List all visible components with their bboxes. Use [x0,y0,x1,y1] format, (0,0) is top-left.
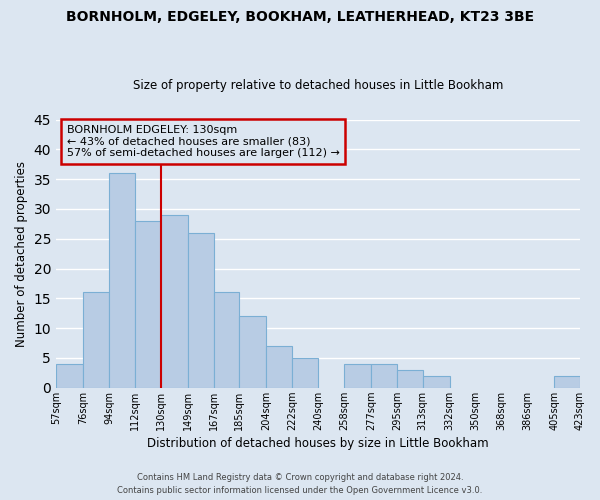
Text: Contains HM Land Registry data © Crown copyright and database right 2024.
Contai: Contains HM Land Registry data © Crown c… [118,474,482,495]
Bar [422,376,450,388]
Bar [109,173,135,388]
Bar [188,233,214,388]
Bar [214,292,239,388]
Bar [135,221,161,388]
Bar [56,364,83,388]
Bar [83,292,109,388]
Bar [554,376,580,388]
Bar [292,358,318,388]
Text: BORNHOLM, EDGELEY, BOOKHAM, LEATHERHEAD, KT23 3BE: BORNHOLM, EDGELEY, BOOKHAM, LEATHERHEAD,… [66,10,534,24]
Bar [161,215,188,388]
Bar [371,364,397,388]
Bar [397,370,422,388]
Y-axis label: Number of detached properties: Number of detached properties [15,160,28,346]
Bar [266,346,292,388]
Bar [344,364,371,388]
Bar [239,316,266,388]
Title: Size of property relative to detached houses in Little Bookham: Size of property relative to detached ho… [133,79,503,92]
X-axis label: Distribution of detached houses by size in Little Bookham: Distribution of detached houses by size … [147,437,489,450]
Text: BORNHOLM EDGELEY: 130sqm
← 43% of detached houses are smaller (83)
57% of semi-d: BORNHOLM EDGELEY: 130sqm ← 43% of detach… [67,125,340,158]
